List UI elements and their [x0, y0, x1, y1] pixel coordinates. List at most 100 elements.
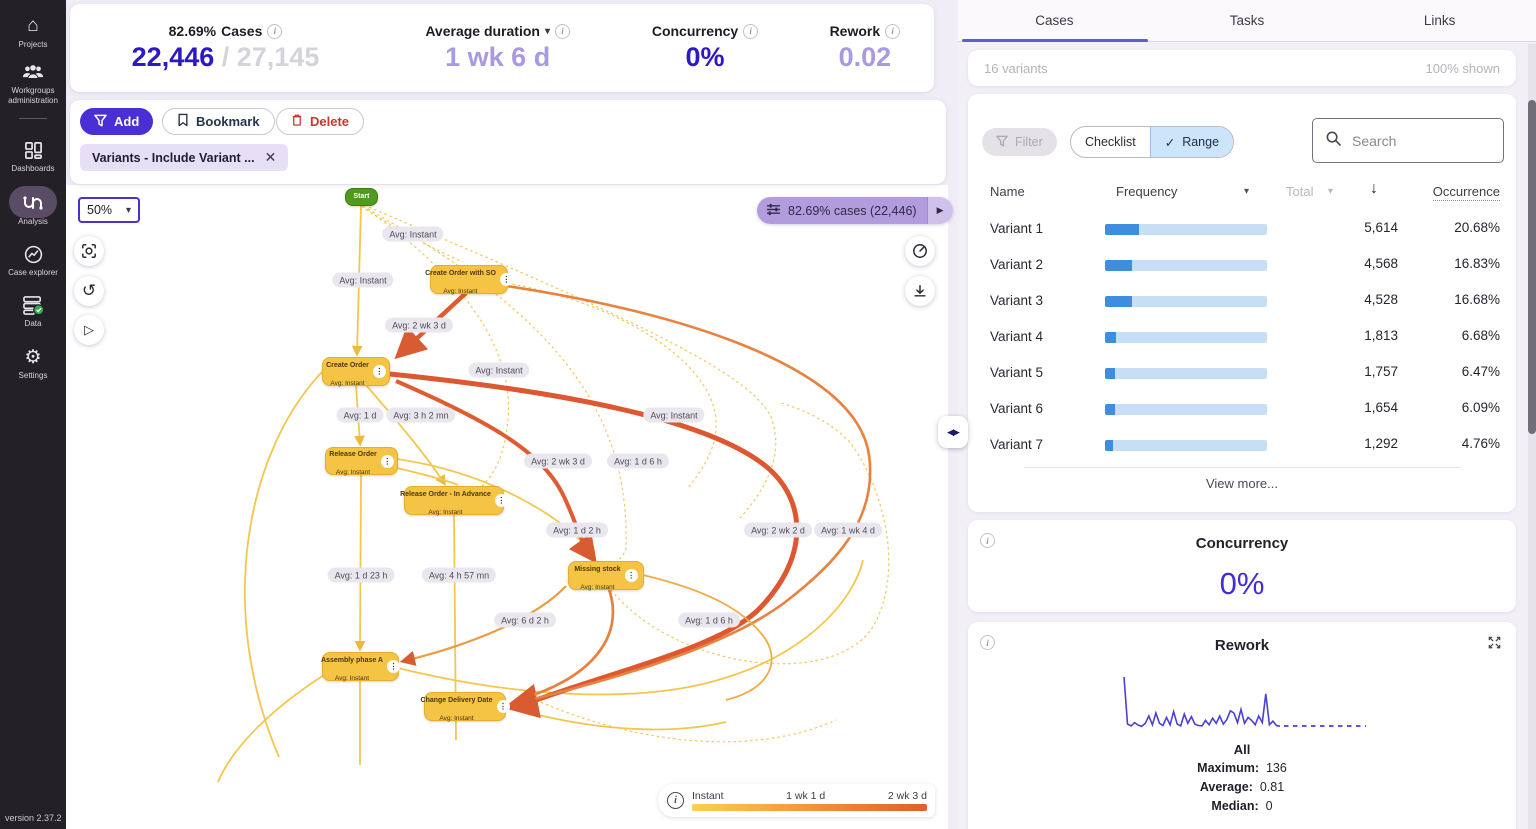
- node-change-delivery-date[interactable]: Change Delivery Date Avg: Instant ⋮: [421, 692, 510, 722]
- app-version: version 2.37.2: [5, 813, 62, 823]
- concurrency-card-title: Concurrency: [1195, 535, 1289, 552]
- caret-down-icon[interactable]: ▾: [1244, 186, 1250, 197]
- edge-label: Avg: 2 wk 3 d: [524, 453, 592, 469]
- resize-arrows-icon: ◀▶: [947, 426, 960, 437]
- variant-row[interactable]: Variant 3 4,528 16.68%: [968, 283, 1516, 319]
- rework-value: 0.02: [838, 42, 892, 72]
- edge-label: Avg: Instant: [332, 272, 394, 288]
- bookmark-button[interactable]: Bookmark: [162, 108, 275, 135]
- edge-label: Avg: 1 d 6 h: [678, 612, 740, 628]
- node-gauge-icon: ⋮: [624, 569, 638, 582]
- tab-cases[interactable]: Cases: [1035, 13, 1074, 28]
- node-gauge-icon: ⋮: [380, 454, 394, 468]
- stats-bar: 82.69% Cases i 22,446 / 27,145 Average d…: [70, 4, 934, 92]
- download-button[interactable]: [905, 276, 935, 306]
- variant-row[interactable]: Variant 6 1,654 6.09%: [968, 391, 1516, 427]
- info-icon[interactable]: i: [554, 23, 570, 39]
- scrollbar-thumb[interactable]: [1528, 100, 1536, 434]
- info-icon[interactable]: i: [667, 792, 684, 809]
- sidebar-item-settings[interactable]: ⚙ Settings: [0, 345, 66, 381]
- node-create-order[interactable]: Create Order Avg: Instant ⋮: [322, 357, 390, 387]
- variant-occurrence: 16.68%: [1454, 292, 1500, 307]
- stat-cases: 82.69% Cases i 22,446 / 27,145: [70, 23, 381, 73]
- performance-mode-button[interactable]: [905, 236, 935, 266]
- variant-occurrence: 20.68%: [1454, 220, 1500, 235]
- variant-row[interactable]: Variant 4 1,813 6.68%: [968, 319, 1516, 355]
- divider: [1024, 467, 1460, 468]
- tab-tasks[interactable]: Tasks: [1229, 13, 1265, 28]
- node-release-order-in-advance[interactable]: Release Order - In Advance Avg: Instant ⋮: [400, 486, 508, 516]
- node-assembly-phase-a[interactable]: Assembly phase A Avg: Instant ⋮: [321, 652, 400, 682]
- active-filter-chip[interactable]: Variants - Include Variant ... ✕: [80, 144, 289, 171]
- stat-rework: Rework i 0.02: [796, 23, 934, 73]
- caret-down-icon[interactable]: ▾: [1328, 186, 1334, 197]
- delete-button[interactable]: Delete: [276, 108, 365, 135]
- variant-name: Variant 4: [990, 329, 1044, 344]
- info-icon[interactable]: i: [980, 533, 995, 548]
- sidebar-item-label: Case explorer: [8, 268, 58, 277]
- sort-descending-icon[interactable]: ↓: [1370, 180, 1378, 197]
- variants-summary: 16 variants 100% shown: [968, 50, 1516, 86]
- sidebar-item-analysis[interactable]: Analysis: [0, 186, 66, 227]
- variant-row[interactable]: Variant 5 1,757 6.47%: [968, 355, 1516, 391]
- column-name: Name: [990, 184, 1025, 199]
- frequency-bar: [1105, 440, 1267, 451]
- info-icon[interactable]: i: [885, 23, 901, 39]
- info-icon[interactable]: i: [267, 23, 283, 39]
- checklist-range-toggle[interactable]: Checklist ✓ Range: [1070, 126, 1235, 158]
- panel-resize-handle[interactable]: ◀▶: [938, 416, 968, 448]
- add-filter-button[interactable]: Add: [80, 108, 154, 135]
- frequency-bar: [1105, 260, 1267, 271]
- column-total[interactable]: Total: [1286, 184, 1314, 199]
- zoom-level-select[interactable]: 50% ▾: [78, 197, 140, 223]
- variant-search[interactable]: [1312, 118, 1504, 163]
- rework-median-value: 0: [1265, 799, 1273, 813]
- toggle-checklist[interactable]: Checklist: [1085, 135, 1136, 149]
- reset-view-button[interactable]: ↺: [74, 276, 104, 306]
- graph-canvas[interactable]: [66, 185, 948, 829]
- variant-row[interactable]: Variant 7 1,292 4.76%: [968, 427, 1516, 463]
- duration-label: Average duration: [425, 23, 540, 39]
- variant-total: 5,614: [1364, 220, 1398, 235]
- variant-row[interactable]: Variant 1 5,614 20.68%: [968, 211, 1516, 247]
- node-start[interactable]: Start: [345, 188, 378, 206]
- sidebar-item-projects[interactable]: ⌂ Projects: [0, 14, 66, 50]
- sidebar-item-workgroups[interactable]: Workgroups administration: [0, 60, 66, 106]
- sidebar-item-case-explorer[interactable]: Case explorer: [0, 242, 66, 278]
- close-icon[interactable]: ✕: [264, 149, 277, 165]
- column-frequency[interactable]: Frequency: [1116, 184, 1178, 199]
- panel-scrollbar[interactable]: [1528, 44, 1536, 829]
- info-icon[interactable]: i: [980, 635, 995, 650]
- rework-label: Rework: [829, 23, 881, 39]
- duration-gradient-bar: [692, 804, 927, 811]
- expand-arrow-icon[interactable]: ▶: [926, 197, 953, 224]
- edge-label: Avg: Instant: [643, 407, 705, 423]
- node-release-order[interactable]: Release Order Avg: Instant ⋮: [325, 447, 398, 476]
- tab-links[interactable]: Links: [1423, 13, 1456, 28]
- caret-down-icon[interactable]: ▾: [544, 25, 550, 37]
- sidebar-item-dashboards[interactable]: Dashboards: [0, 138, 66, 174]
- search-input[interactable]: [1352, 132, 1472, 149]
- variant-name: Variant 2: [990, 257, 1044, 272]
- view-more-link[interactable]: View more...: [1205, 476, 1278, 491]
- fit-to-screen-button[interactable]: [74, 236, 104, 266]
- node-missing-stock[interactable]: Missing stock Avg: Instant ⋮: [568, 561, 644, 591]
- rework-card: i Rework All Maximum: 136 Average: 0.81 …: [968, 622, 1516, 829]
- node-create-order-with-so[interactable]: Create Order with SO Avg: Instant ⋮: [425, 265, 513, 295]
- info-icon[interactable]: i: [743, 23, 759, 39]
- expand-icon[interactable]: [1487, 635, 1502, 655]
- process-edges: [217, 204, 890, 783]
- sidebar-item-data[interactable]: Data: [0, 293, 66, 329]
- variant-total: 4,568: [1364, 256, 1398, 271]
- check-icon: ✓: [1164, 135, 1176, 150]
- rework-avg-label: Average:: [1199, 780, 1253, 794]
- frequency-bar: [1105, 332, 1267, 343]
- panel-filter-button[interactable]: Filter: [982, 128, 1057, 156]
- column-occurrence[interactable]: Occurrence: [1432, 184, 1500, 201]
- variant-row[interactable]: Variant 2 4,568 16.83%: [968, 247, 1516, 283]
- cases-coverage-badge[interactable]: 82.69% cases (22,446) ▶: [757, 197, 953, 224]
- play-animation-button[interactable]: ▷: [74, 315, 104, 345]
- edge-label: Avg: 6 d 2 h: [494, 612, 556, 628]
- edge-label: Avg: Instant: [468, 362, 530, 378]
- toggle-range[interactable]: ✓ Range: [1149, 127, 1234, 157]
